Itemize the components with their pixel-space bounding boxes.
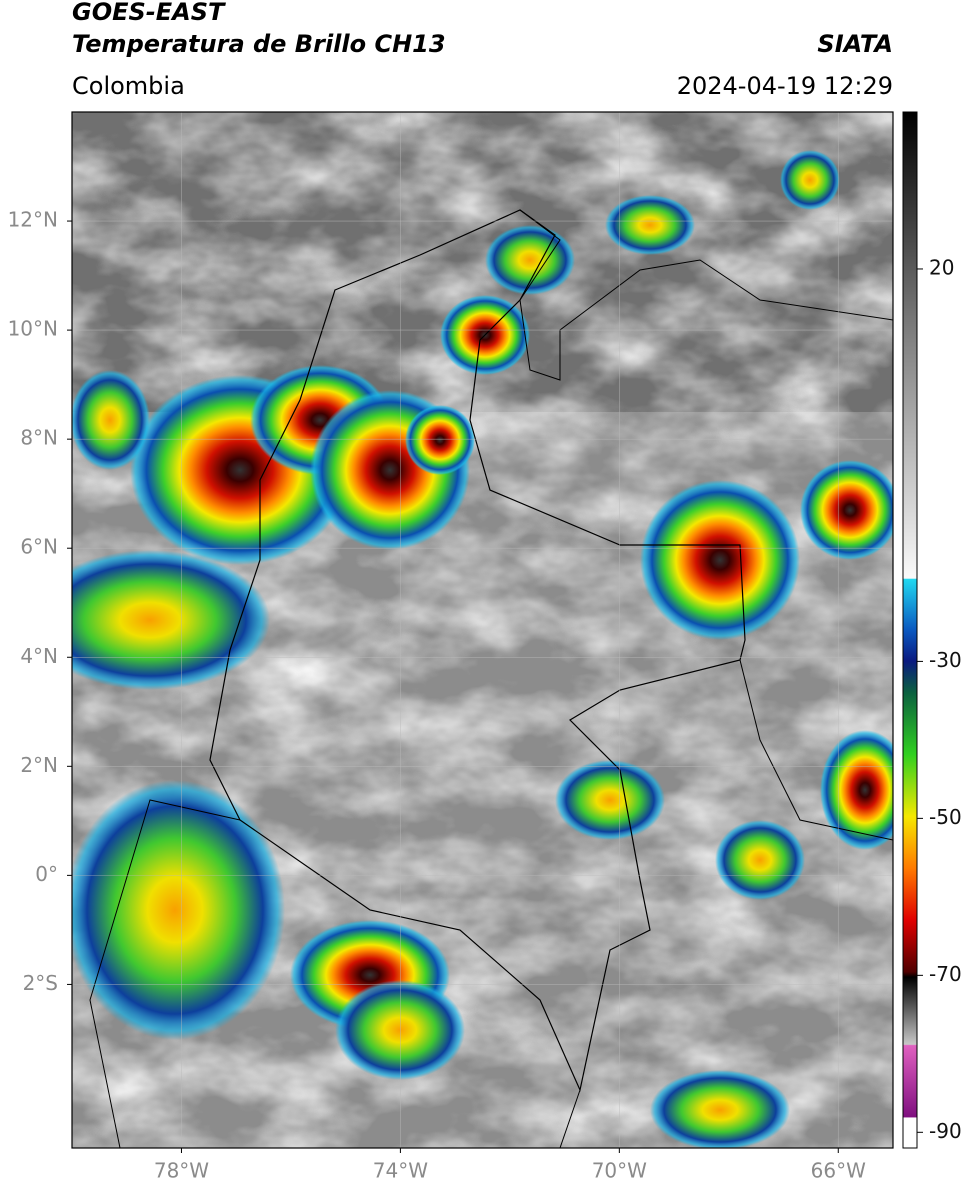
x-tick-label: 74°W xyxy=(373,1159,428,1183)
colorbar-tick-label: -50 xyxy=(929,805,962,829)
x-tick-label: 78°W xyxy=(154,1159,209,1183)
y-tick-label: 4°N xyxy=(20,644,58,668)
colorbar-tick-label: 20 xyxy=(929,255,954,279)
x-tick-label: 70°W xyxy=(592,1159,647,1183)
satellite-image xyxy=(72,112,893,1148)
colorbar-tick-label: -30 xyxy=(929,648,962,672)
y-tick-label: 12°N xyxy=(8,208,58,232)
y-tick-label: 2°S xyxy=(23,971,58,995)
y-tick-label: 0° xyxy=(35,862,58,886)
x-tick-label: 66°W xyxy=(811,1159,866,1183)
y-tick-label: 10°N xyxy=(8,317,58,341)
y-tick-label: 2°N xyxy=(20,753,58,777)
region: Colombia xyxy=(72,72,185,100)
colorbar-tick-label: -70 xyxy=(929,962,962,986)
title: GOES-EAST xyxy=(72,0,226,26)
y-tick-label: 8°N xyxy=(20,426,58,450)
grid xyxy=(72,112,893,1148)
datetime: 2024-04-19 12:29 xyxy=(677,72,893,100)
y-tick-label: 6°N xyxy=(20,535,58,559)
plot-frame xyxy=(71,111,894,1149)
source: SIATA xyxy=(817,30,893,58)
subtitle: Temperatura de Brillo CH13 xyxy=(72,30,446,58)
colorbar-tick-label: -90 xyxy=(929,1119,962,1143)
colorbar xyxy=(902,111,918,1149)
